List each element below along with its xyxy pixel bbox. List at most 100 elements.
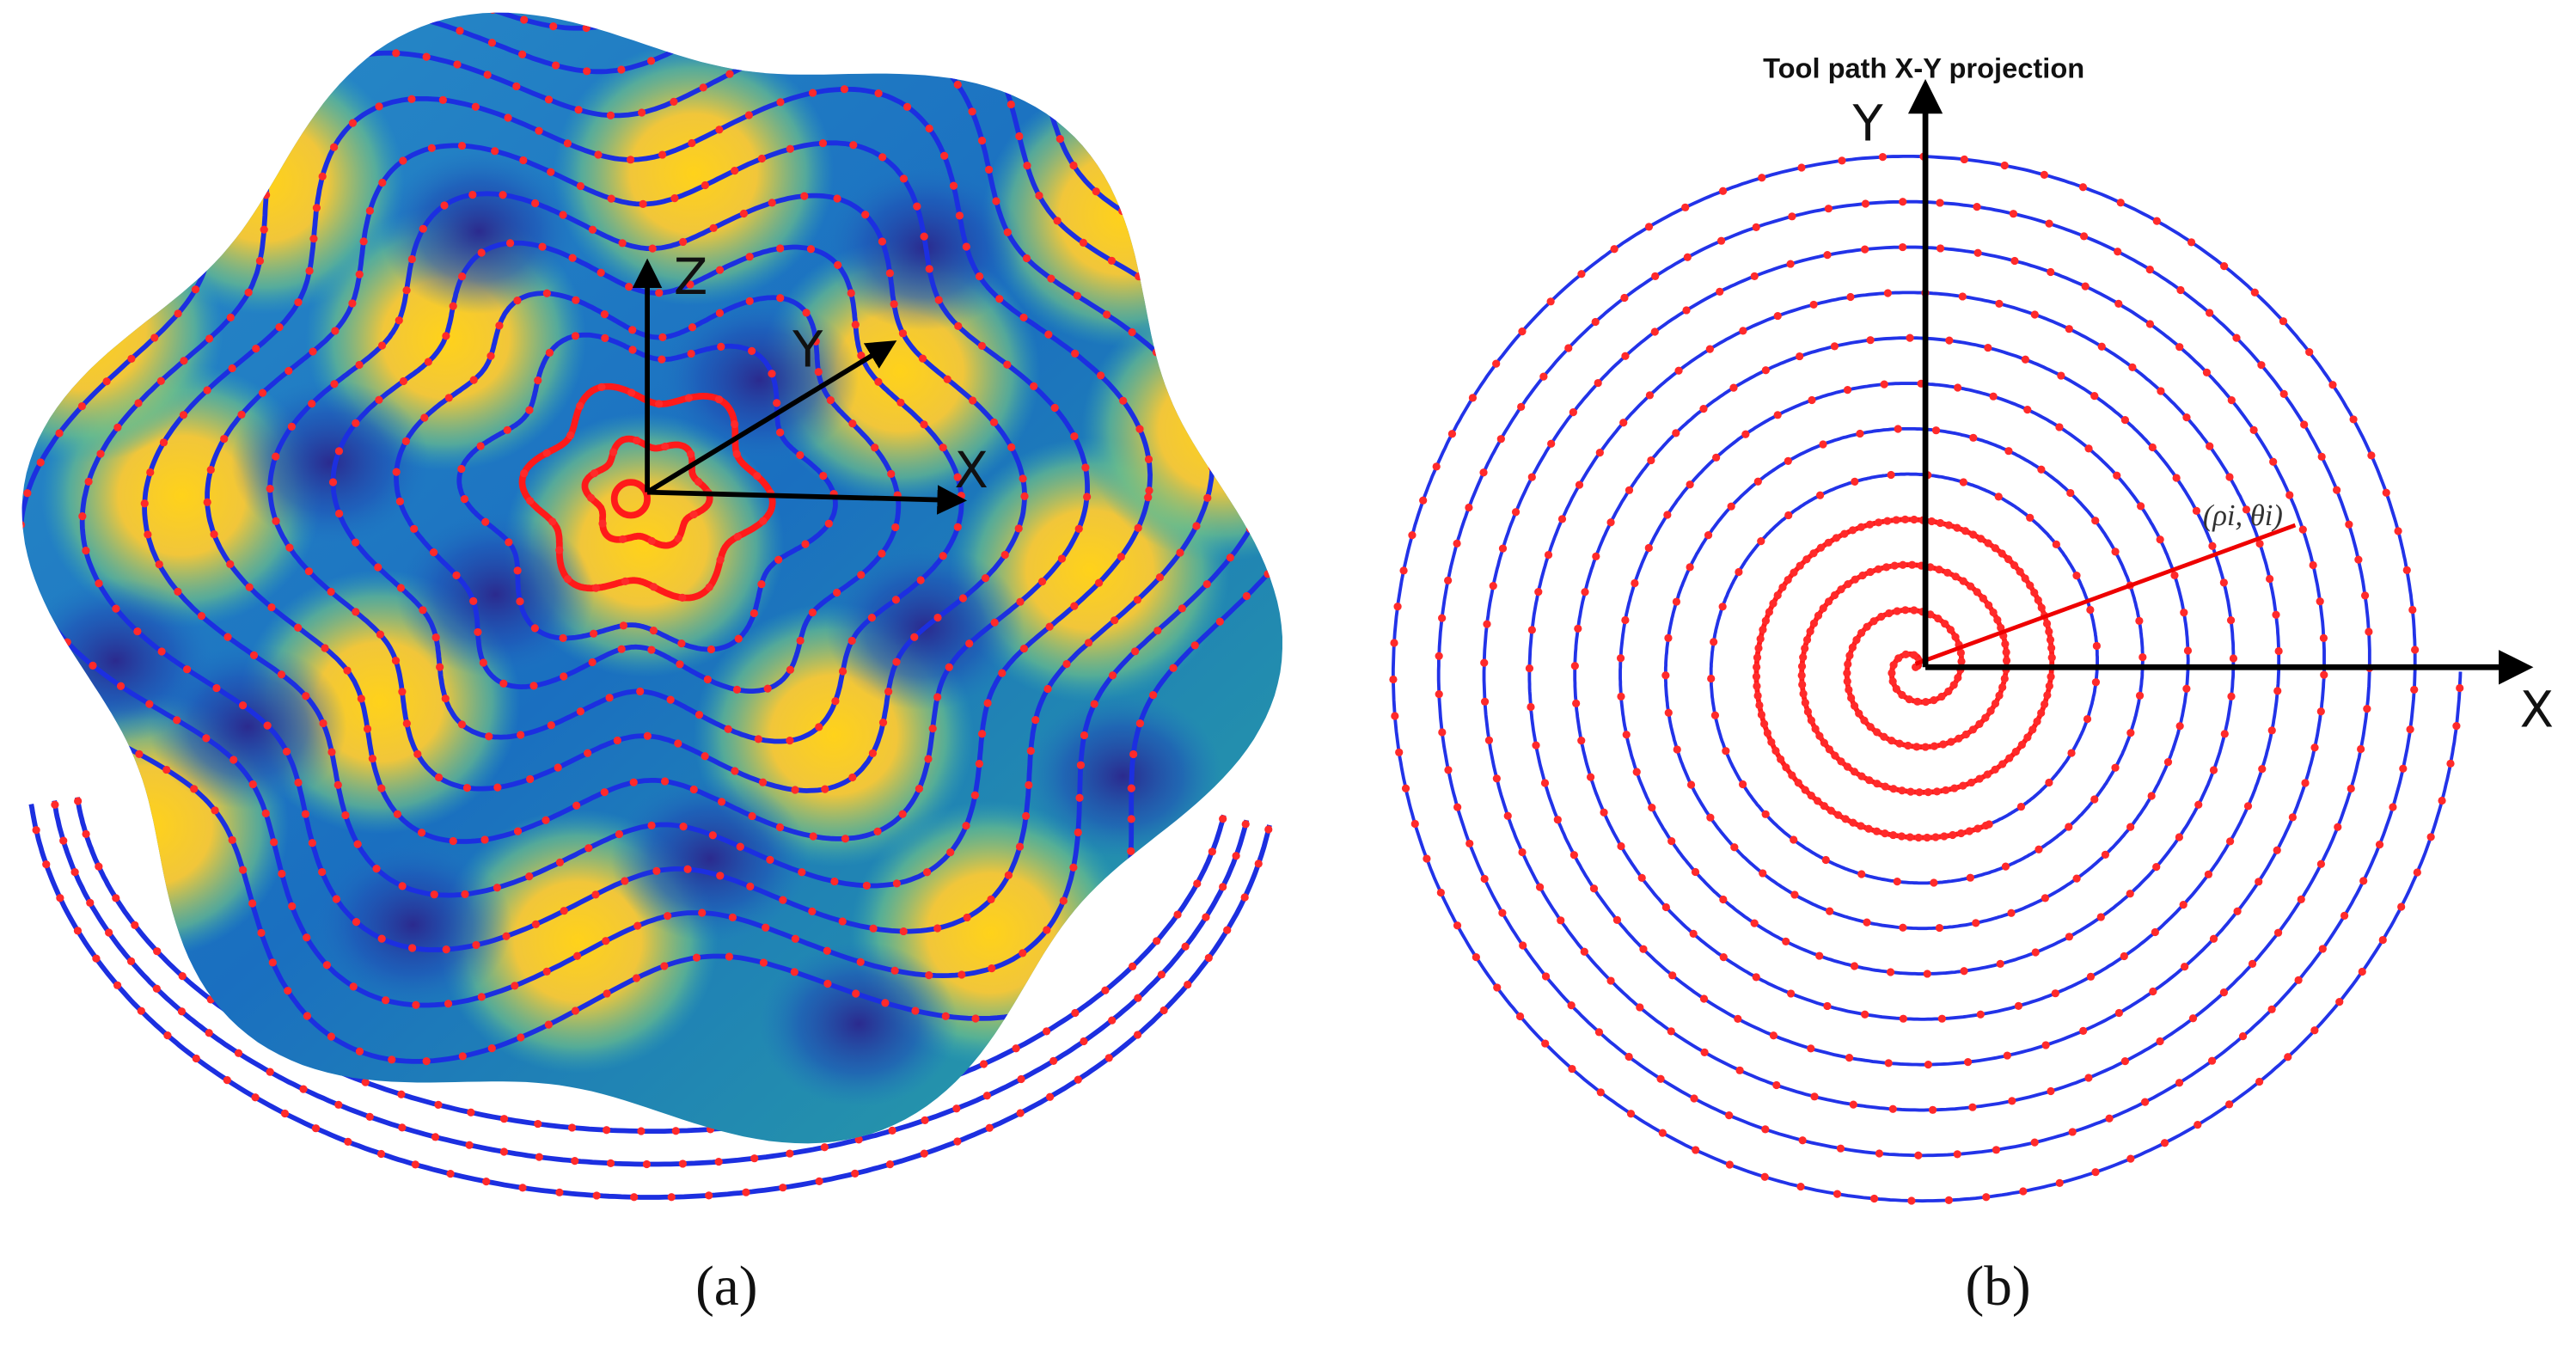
path-point [878,237,887,246]
path-point [529,682,538,690]
path-point [520,15,529,24]
path-point [272,517,280,525]
path-point [392,468,401,476]
path-point [670,194,679,203]
path-point [520,469,529,478]
path-point [745,253,754,261]
path-point [2016,567,2024,576]
path-point [1794,779,1802,787]
path-point [304,567,314,576]
path-point [2111,763,2120,772]
path-point [458,1052,467,1061]
path-point [566,431,575,440]
path-point [1750,272,1759,280]
path-point [1759,869,1767,878]
path-point [2045,778,2053,787]
path-point [955,211,964,220]
path-point [916,576,925,584]
path-point [2047,653,2056,662]
path-point [308,399,316,408]
path-point [1949,830,1957,840]
path-point [2209,766,2218,774]
path-point [395,316,403,325]
path-point [292,14,301,22]
path-point [709,223,718,232]
path-point [2309,560,2317,570]
path-point [2328,381,2337,389]
path-point [1899,923,1907,932]
path-point [1240,893,1249,902]
y-label: Y [792,321,823,379]
path-point [2413,868,2421,877]
path-point [1395,748,1404,756]
path-point [2301,779,2310,787]
path-point [499,191,507,199]
path-point [449,302,457,310]
path-point [352,918,361,927]
path-point [1626,1110,1636,1118]
path-point [434,773,444,782]
path-point [2126,890,2134,898]
path-point [1946,626,1955,634]
path-point [1284,547,1292,554]
path-point [1016,597,1025,606]
path-point [2014,1001,2023,1010]
path-point [2426,833,2435,841]
path-point [419,224,427,233]
path-point [871,444,879,452]
path-point [440,201,449,210]
path-point [2113,471,2121,480]
path-point [757,154,767,163]
path-point [890,966,899,975]
path-point [774,555,783,564]
path-point [1754,644,1763,652]
path-point [1953,1150,1961,1159]
path-point [2255,1077,2264,1086]
path-point [715,266,725,274]
path-point [402,286,411,295]
path-point [2067,749,2076,757]
path-point [1148,691,1158,700]
path-point [1940,832,1949,841]
path-point [1547,439,1556,448]
path-point [2091,1168,2100,1177]
path-point [376,1149,386,1159]
path-point [108,321,117,330]
path-point [808,608,817,617]
path-point [913,202,921,211]
path-point [958,12,968,19]
path-point [633,921,642,930]
path-point [1644,543,1653,553]
path-point [678,593,687,602]
path-point [357,694,365,703]
path-point [374,563,382,572]
path-point [1320,370,1328,378]
path-point [248,780,257,789]
path-point [163,1031,172,1040]
path-point [626,156,635,164]
path-point [802,309,811,317]
path-point [1991,699,2000,708]
path-point [890,300,898,309]
x-label: X [954,442,988,499]
path-point [1232,852,1240,860]
path-point [1039,1003,1048,1012]
path-point [1515,1012,1525,1021]
path-point [2452,722,2461,731]
path-point [1782,763,1790,772]
path-point [667,1193,676,1202]
path-point [1480,874,1489,884]
path-point [471,102,480,111]
path-point [441,694,450,703]
path-point [1181,942,1190,951]
path-point [1881,829,1889,838]
path-point [444,1000,453,1008]
path-point [479,658,487,667]
path-point [975,272,984,281]
path-point [372,865,381,873]
path-point [750,1154,759,1163]
path-point [854,1135,863,1144]
path-point [2233,907,2242,915]
path-point [190,785,199,793]
